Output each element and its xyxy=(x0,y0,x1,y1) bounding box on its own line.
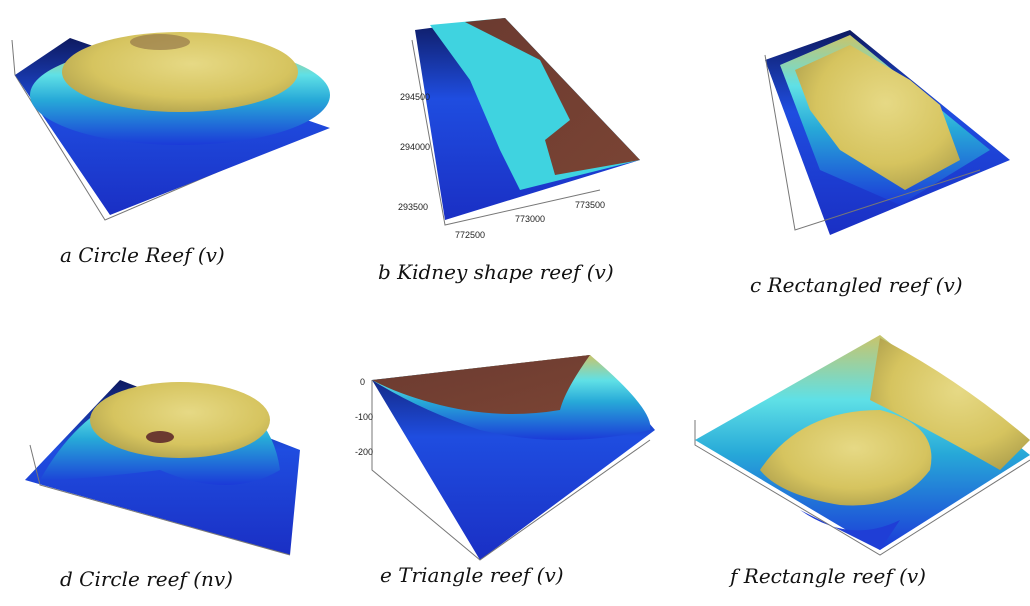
caption: d Circle reef (nv) xyxy=(60,567,233,591)
tick-label: 293500 xyxy=(398,202,428,212)
terrain xyxy=(372,355,590,414)
tick-label: -200 xyxy=(355,447,373,457)
tick-label: 294000 xyxy=(400,142,430,152)
terrain xyxy=(90,382,270,458)
axes xyxy=(371,380,651,561)
panel-c: c Rectangled reef (v) xyxy=(750,30,1010,297)
terrain xyxy=(760,410,932,506)
panel-f: f Rectangle reef (v) xyxy=(694,335,1030,588)
terrain xyxy=(62,32,298,112)
caption: c Rectangled reef (v) xyxy=(750,273,963,297)
tick-label: 0 xyxy=(360,377,365,387)
panel-b: 294500 294000 293500 772500 773000 77350… xyxy=(378,18,640,284)
terrain xyxy=(130,34,190,50)
terrain xyxy=(146,431,174,443)
tick-label: 772500 xyxy=(455,230,485,240)
tick-label: -100 xyxy=(355,412,373,422)
terrain xyxy=(795,45,960,190)
caption: a Circle Reef (v) xyxy=(60,243,225,267)
axes xyxy=(29,444,291,556)
axes xyxy=(764,54,981,231)
axes xyxy=(411,39,601,226)
terrain xyxy=(465,18,640,175)
caption: b Kidney shape reef (v) xyxy=(378,260,614,284)
tick-label: 773500 xyxy=(575,200,605,210)
tick-label: 294500 xyxy=(400,92,430,102)
panel-d: d Circle reef (nv) xyxy=(25,380,300,591)
caption: f Rectangle reef (v) xyxy=(728,564,926,588)
panel-e: 0 -100 -200 e Triangle reef (v) xyxy=(355,355,655,587)
tick-label: 773000 xyxy=(515,214,545,224)
terrain xyxy=(870,338,1030,470)
axes xyxy=(694,420,1030,556)
terrain xyxy=(800,510,900,550)
caption: e Triangle reef (v) xyxy=(380,563,564,587)
panel-a: a Circle Reef (v) xyxy=(11,32,330,267)
